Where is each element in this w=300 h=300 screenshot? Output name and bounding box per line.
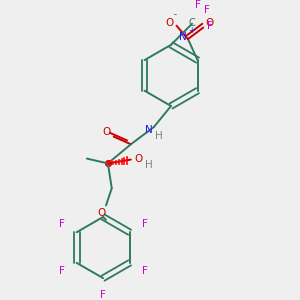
Text: F: F (142, 219, 148, 229)
Text: H: H (155, 131, 163, 141)
Text: H: H (145, 160, 153, 170)
Text: F: F (100, 290, 106, 300)
Text: F: F (142, 266, 148, 277)
Text: F: F (204, 5, 210, 15)
Text: O: O (134, 154, 142, 164)
Text: N: N (145, 125, 153, 135)
Text: F: F (195, 0, 201, 10)
Text: O: O (97, 208, 105, 218)
Text: O: O (206, 18, 214, 28)
Text: C: C (189, 18, 196, 28)
Text: O: O (102, 127, 110, 137)
Text: +: + (189, 26, 195, 35)
Text: -: - (174, 10, 177, 19)
Text: F: F (59, 266, 65, 277)
Text: N: N (179, 32, 187, 42)
Text: F: F (207, 21, 213, 31)
Text: O: O (166, 18, 174, 28)
Text: F: F (59, 219, 65, 229)
